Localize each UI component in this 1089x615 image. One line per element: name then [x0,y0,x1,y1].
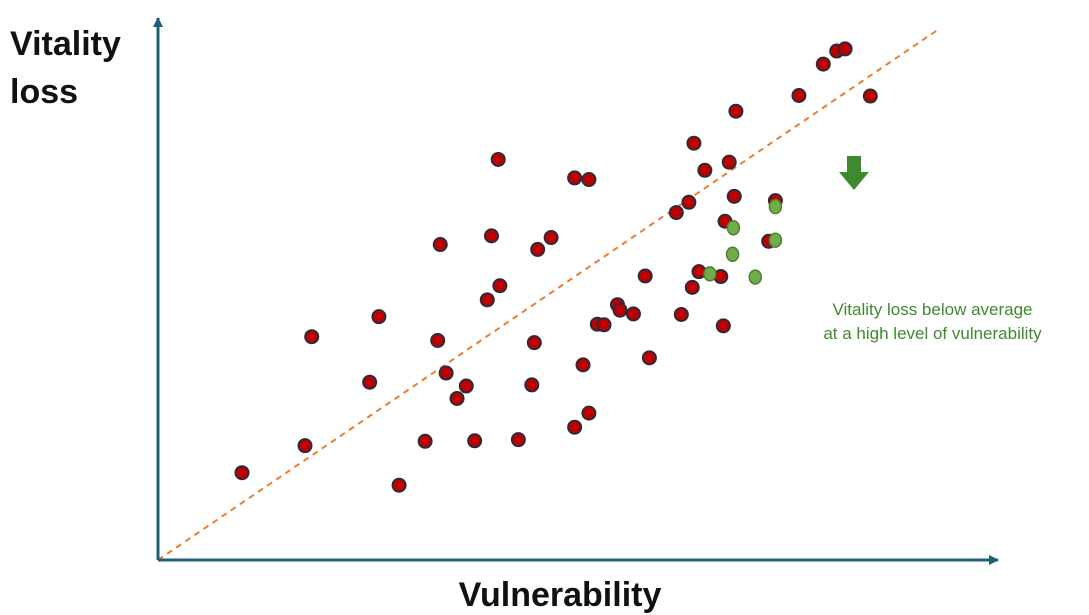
data-point [432,237,448,253]
data-point [726,188,742,204]
data-point [815,56,831,72]
y-axis-label-line-2: loss [10,73,79,111]
data-point [862,88,878,104]
data-point [581,172,597,188]
highlight-data-point [768,232,783,248]
annotation-line-2: at a high level of vulnerability [823,324,1042,343]
data-point [668,205,684,221]
highlight-data-point [703,266,717,282]
data-point [575,357,591,373]
data-point [492,278,508,294]
trend-line [157,28,940,561]
data-point [449,390,465,406]
annotation-line-1: Vitality loss below average [832,300,1033,319]
data-point [530,241,546,257]
data-point [510,432,526,448]
annotation: Vitality loss below average at a high le… [780,298,1085,346]
data-point [234,465,250,481]
data-point [581,405,597,421]
data-point [438,365,454,381]
down-arrow-icon [839,156,869,190]
data-point [625,306,641,322]
data-point [524,377,540,393]
data-point [458,378,474,394]
y-axis-label: Vitality loss [10,20,150,116]
y-axis-label-line-1: Vitality [10,25,121,63]
data-point [479,292,495,308]
data-point [721,154,737,170]
data-point [567,419,583,435]
highlight-data-point [726,220,741,236]
data-point [467,433,483,449]
data-point [697,162,713,178]
data-point [543,230,559,246]
data-point [526,335,542,351]
data-point [641,350,657,366]
data-point [362,374,378,390]
data-point [728,103,744,119]
highlight-data-point [768,198,783,215]
data-point [567,170,583,186]
data-point [837,41,853,57]
data-point [791,88,807,104]
data-point [715,318,731,334]
data-point [297,438,313,454]
data-point [681,194,697,210]
data-point [673,306,689,322]
data-point [391,477,407,493]
data-point [596,317,612,333]
data-point [612,302,628,318]
data-point [686,135,702,151]
data-point [483,228,499,244]
data-point [417,433,433,449]
data-point [430,332,446,348]
x-axis-label: Vulnerability [458,576,662,614]
data-point [304,329,320,345]
highlight-data-point [748,269,762,285]
data-point [637,268,653,284]
data-point [490,151,506,167]
highlight-data-point [725,246,740,263]
data-point [371,309,387,325]
data-point [684,279,700,295]
